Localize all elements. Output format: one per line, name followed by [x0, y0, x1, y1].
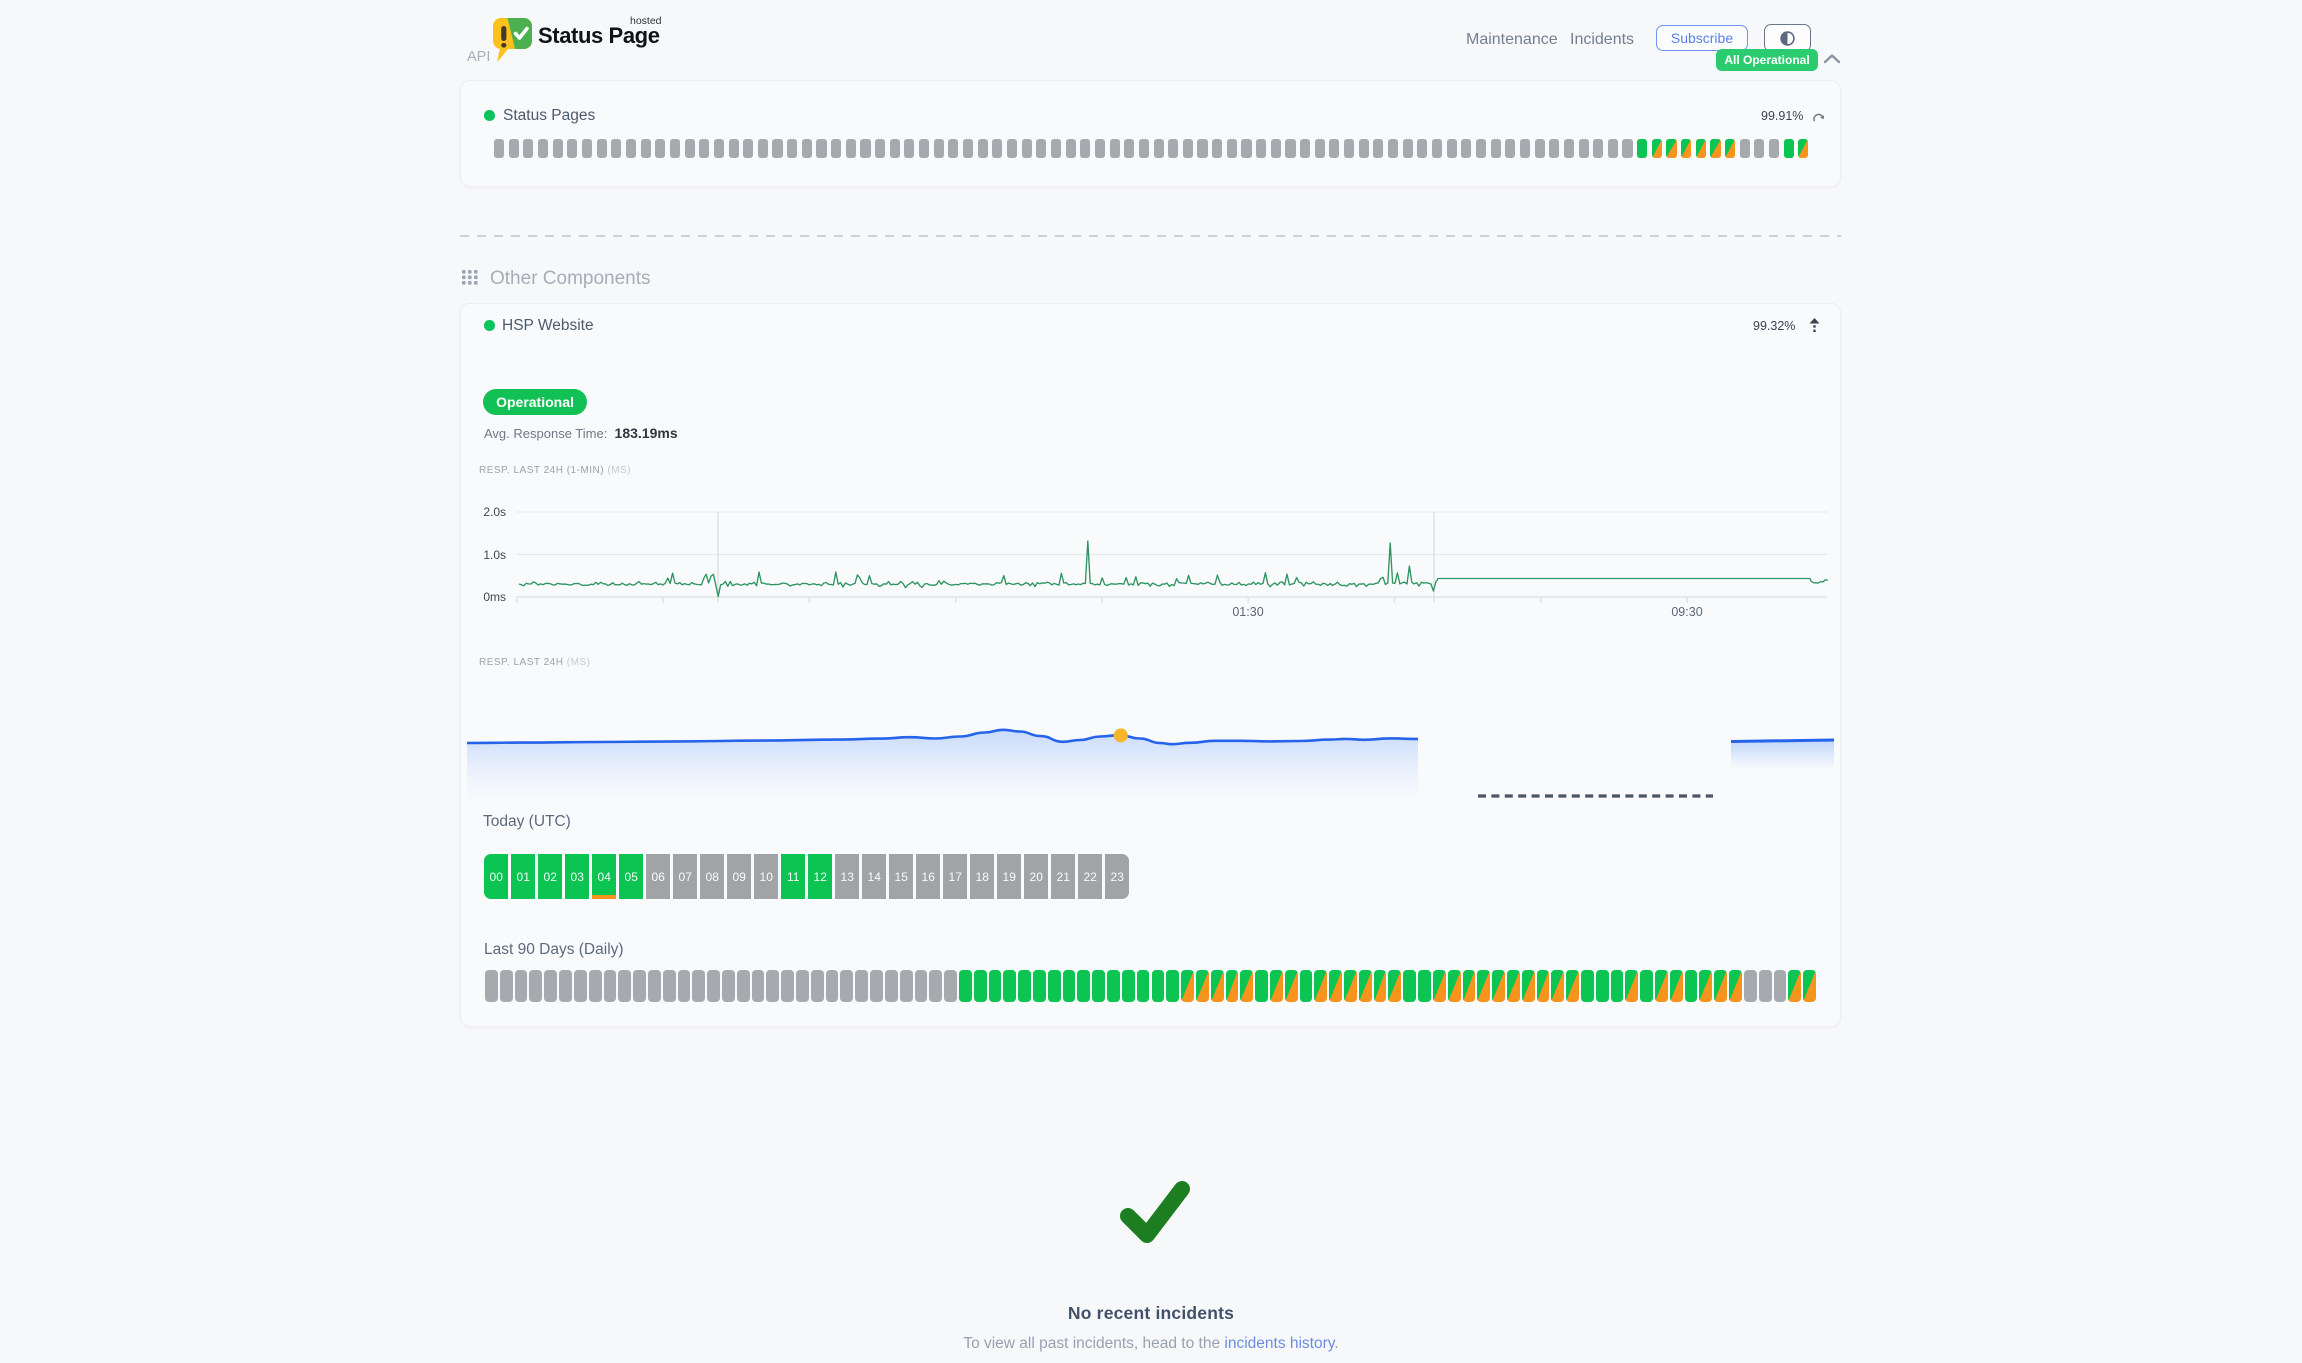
svg-text:2.0s: 2.0s	[483, 505, 506, 519]
svg-text:0ms: 0ms	[483, 590, 506, 604]
svg-text:01:30: 01:30	[1232, 605, 1263, 619]
svg-text:1.0s: 1.0s	[483, 548, 506, 562]
svg-text:09:30: 09:30	[1671, 605, 1702, 619]
